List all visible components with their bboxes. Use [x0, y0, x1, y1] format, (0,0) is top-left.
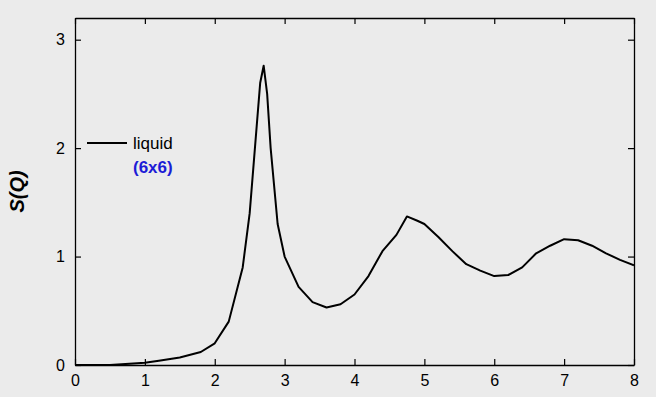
y-axis-right: [628, 19, 635, 366]
tick: [424, 18, 425, 24]
y-axis-line: [75, 19, 76, 366]
tick: 0: [56, 357, 81, 374]
tick-mark: [215, 18, 216, 24]
tick-label: 2: [211, 372, 220, 389]
tick-label: 5: [420, 372, 429, 389]
tick: [628, 365, 634, 366]
tick-mark: [628, 256, 634, 257]
tick-mark: [75, 148, 81, 149]
x-axis-line: [76, 365, 635, 366]
tick: 7: [560, 359, 569, 389]
tick: [285, 18, 286, 24]
y-axis-right-line: [634, 19, 635, 366]
tick-label: 7: [560, 372, 569, 389]
tick-mark: [628, 148, 634, 149]
tick-label: 8: [630, 372, 639, 389]
tick-label: 4: [351, 372, 360, 389]
tick-mark: [285, 359, 286, 365]
tick-mark: [145, 18, 146, 24]
line: [75, 66, 634, 365]
tick: 2: [56, 140, 81, 157]
tick-label: 0: [56, 357, 65, 374]
y-axis: 0 1 2 3: [56, 19, 81, 374]
x-axis: 0 1 2 3 4 5 6 7 8: [71, 359, 639, 389]
tick-mark: [75, 40, 81, 41]
tick: 6: [490, 359, 499, 389]
x-axis-top: [76, 18, 635, 24]
tick-mark: [424, 359, 425, 365]
tick: [628, 148, 634, 149]
tick-mark: [75, 256, 81, 257]
legend-swatch: [87, 142, 127, 144]
tick: [215, 18, 216, 24]
legend-label: liquid: [133, 134, 173, 153]
tick-mark: [354, 359, 355, 365]
tick-mark: [564, 359, 565, 365]
tick-mark: [424, 18, 425, 24]
tick-mark: [494, 359, 495, 365]
tick-mark: [494, 18, 495, 24]
y-axis-title: S(Q): [6, 170, 28, 213]
tick: [564, 18, 565, 24]
tick: 2: [211, 359, 220, 389]
tick: 4: [351, 359, 360, 389]
tick: [355, 18, 356, 24]
tick-mark: [628, 40, 634, 41]
tick: [628, 257, 634, 258]
tick-label: 3: [56, 31, 65, 48]
tick-mark: [75, 365, 81, 366]
tick: [145, 18, 146, 24]
tick: [628, 40, 634, 41]
tick-mark: [628, 365, 634, 366]
annotation: (6x6): [133, 158, 173, 177]
tick-label: 1: [141, 372, 150, 389]
tick-mark: [354, 18, 355, 24]
tick-mark: [564, 18, 565, 24]
tick: 3: [56, 31, 81, 48]
tick-mark: [285, 18, 286, 24]
tick-label: 1: [56, 248, 65, 265]
tick: [494, 18, 495, 24]
tick-label: 6: [490, 372, 499, 389]
chart: 0 1 2 3 4 5 6 7 8 0 1 2 3 liquid (6x6) S(Q): [0, 0, 656, 397]
tick: 5: [420, 359, 429, 389]
tick: 1: [56, 248, 81, 265]
tick: 3: [281, 359, 290, 389]
tick-mark: [215, 359, 216, 365]
tick-label: 2: [56, 140, 65, 157]
plot: 0 1 2 3 4 5 6 7 8 0 1 2 3 liquid (6x6): [56, 18, 639, 389]
marks: [75, 66, 634, 365]
legend: liquid (6x6): [87, 134, 173, 177]
tick-label: 3: [281, 372, 290, 389]
tick-label: 0: [71, 372, 80, 389]
